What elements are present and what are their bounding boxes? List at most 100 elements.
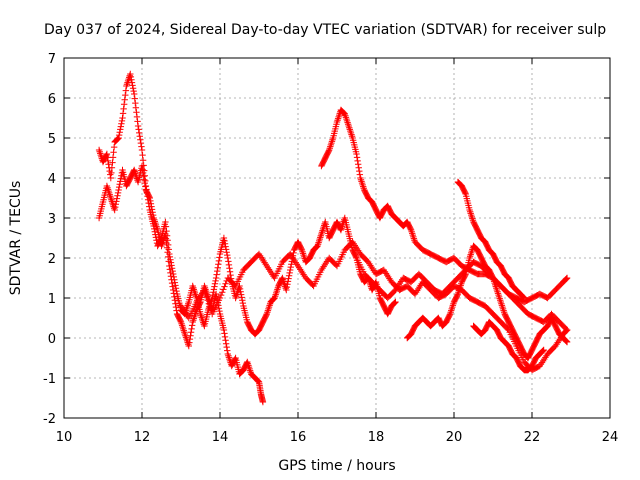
data-point xyxy=(112,201,120,208)
data-point xyxy=(129,82,136,89)
y-axis-label: SDTVAR / TECUs xyxy=(8,181,24,296)
data-point xyxy=(104,154,111,161)
data-point xyxy=(181,329,188,336)
data-point xyxy=(461,189,469,197)
data-point xyxy=(220,326,228,334)
data-point xyxy=(110,205,118,212)
data-point xyxy=(151,228,159,235)
data-point xyxy=(489,273,496,281)
data-point xyxy=(315,237,323,245)
data-point xyxy=(114,135,121,143)
data-point xyxy=(334,115,342,122)
data-point xyxy=(448,307,455,314)
data-point xyxy=(220,234,228,242)
data-point xyxy=(109,199,116,207)
x-axis-label: GPS time / hours xyxy=(278,458,395,474)
data-point xyxy=(157,235,165,243)
data-point xyxy=(500,307,507,314)
data-point xyxy=(216,254,223,261)
data-point xyxy=(114,189,122,197)
data-point xyxy=(409,231,416,239)
data-point xyxy=(355,164,362,171)
data-point xyxy=(353,154,361,161)
data-point xyxy=(214,267,221,275)
data-point xyxy=(150,222,157,230)
data-point xyxy=(563,326,571,334)
x-tick-label: 22 xyxy=(524,430,541,445)
data-point xyxy=(127,73,135,81)
data-point xyxy=(139,151,146,159)
data-point xyxy=(139,157,147,164)
data-point xyxy=(468,211,475,219)
data-point xyxy=(112,203,119,211)
y-tick-label: 6 xyxy=(48,92,56,107)
data-point xyxy=(140,173,147,180)
x-tick-label: 16 xyxy=(290,430,307,445)
data-point xyxy=(96,148,103,155)
data-point xyxy=(318,230,325,238)
data-point xyxy=(189,318,196,326)
data-point xyxy=(259,398,267,406)
y-axis-ticks: -2 -1 0 1 2 3 4 5 6 7 xyxy=(43,52,610,427)
data-point xyxy=(317,232,325,239)
data-point xyxy=(222,243,229,250)
data-point xyxy=(497,298,504,306)
data-point xyxy=(299,250,307,257)
data-point xyxy=(466,253,474,260)
data-point xyxy=(152,231,159,238)
data-point xyxy=(328,139,335,147)
data-point xyxy=(265,303,273,311)
series-trace-b xyxy=(95,70,399,338)
data-point xyxy=(117,123,125,130)
data-point xyxy=(238,294,245,301)
data-point xyxy=(319,227,326,234)
data-point xyxy=(224,347,231,354)
data-point xyxy=(179,323,186,331)
data-point xyxy=(409,230,416,237)
data-point xyxy=(284,281,291,288)
data-point xyxy=(135,126,142,133)
data-point xyxy=(225,354,233,361)
data-point xyxy=(187,332,194,339)
data-point xyxy=(217,291,225,299)
data-point xyxy=(343,115,350,123)
data-point xyxy=(334,117,341,124)
data-point xyxy=(237,288,244,295)
data-point xyxy=(347,127,354,135)
data-point xyxy=(225,352,232,359)
data-point xyxy=(224,254,231,262)
data-point xyxy=(215,261,222,268)
data-point xyxy=(106,191,113,198)
data-point xyxy=(203,293,210,301)
data-point xyxy=(391,299,399,306)
data-point xyxy=(410,233,417,241)
data-point xyxy=(124,77,132,85)
data-point xyxy=(519,293,527,301)
data-point xyxy=(317,234,324,241)
data-point xyxy=(204,297,211,304)
data-point xyxy=(216,307,223,315)
data-point xyxy=(141,176,148,183)
data-point xyxy=(163,227,170,235)
data-point xyxy=(210,286,218,293)
data-series xyxy=(95,70,571,406)
data-point xyxy=(185,341,192,348)
data-point xyxy=(226,268,234,275)
data-point xyxy=(115,134,122,142)
data-point xyxy=(144,193,151,200)
data-point xyxy=(202,290,209,297)
data-point xyxy=(348,133,356,140)
data-point xyxy=(115,131,123,139)
data-point xyxy=(221,283,228,290)
data-point xyxy=(113,195,121,202)
data-point xyxy=(119,110,127,117)
data-point xyxy=(108,169,115,177)
data-point xyxy=(223,249,230,256)
data-point xyxy=(141,172,148,179)
data-point xyxy=(227,271,234,279)
data-point xyxy=(224,350,231,358)
data-point xyxy=(138,143,145,150)
data-point xyxy=(177,317,184,325)
data-point xyxy=(359,183,367,190)
data-point xyxy=(140,162,147,169)
